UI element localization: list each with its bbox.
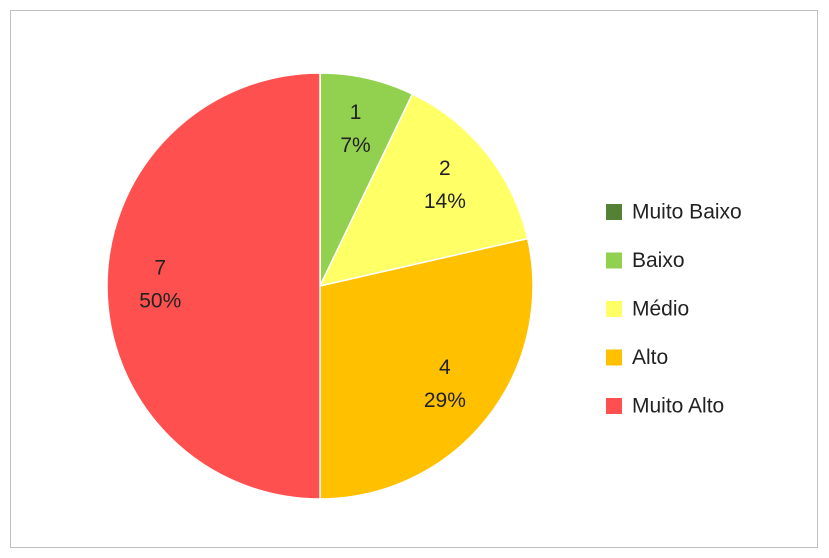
legend-label: Muito Baixo [632, 201, 742, 224]
slice-count-label: 2 [439, 157, 451, 180]
slice-percent-label: 14% [424, 190, 466, 213]
slice-count-label: 1 [350, 101, 362, 124]
legend-swatch [606, 349, 622, 366]
slice-count-label: 7 [154, 257, 166, 280]
legend-swatch [606, 301, 622, 317]
legend-label: Muito Alto [632, 395, 724, 418]
slice-percent-label: 50% [139, 290, 181, 313]
slice-count-label: 4 [439, 356, 451, 379]
pie-slice [318, 93, 529, 288]
legend-label: Alto [632, 346, 668, 369]
legend-label: Médio [632, 298, 689, 321]
legend-label: Baixo [632, 249, 685, 272]
slice-percent-label: 29% [424, 389, 466, 412]
slice-percent-label: 7% [340, 134, 370, 157]
pie-slice [319, 237, 534, 500]
legend-swatch [606, 204, 622, 220]
legend-swatch [606, 252, 622, 269]
legend-swatch [606, 398, 622, 414]
pie-slice [106, 72, 321, 500]
